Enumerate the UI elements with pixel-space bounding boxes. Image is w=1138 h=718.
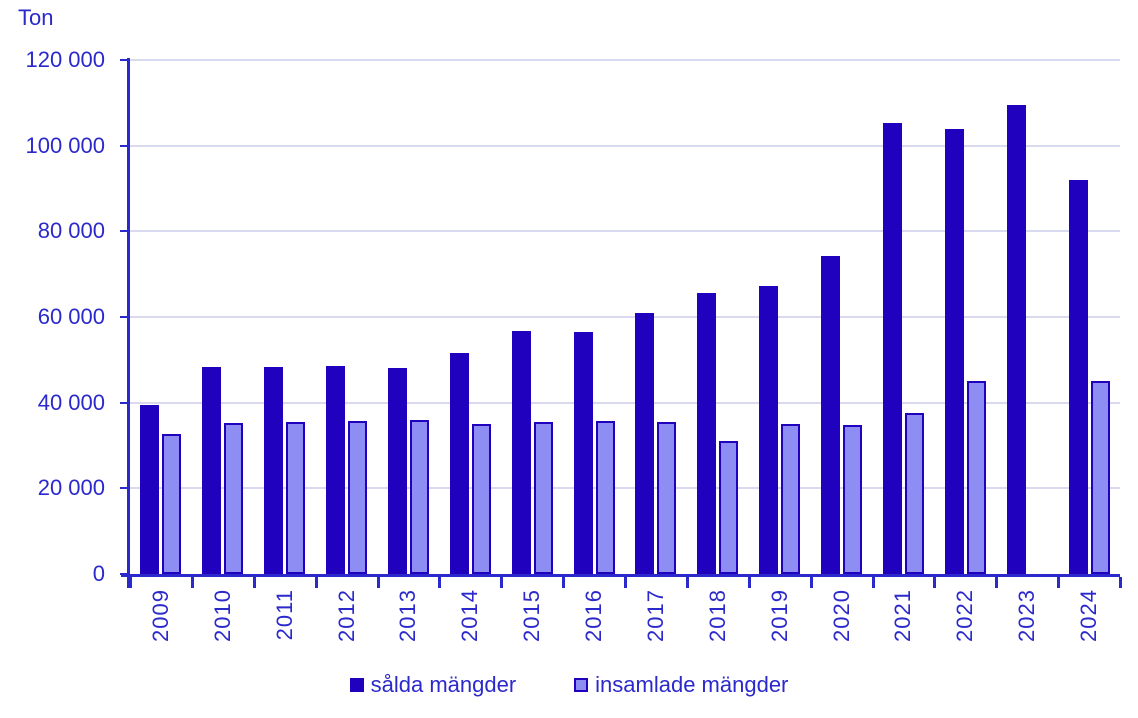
bar-insamlade-2017 xyxy=(657,422,676,574)
bar-salda-2014 xyxy=(450,353,469,574)
bar-insamlade-2010 xyxy=(224,423,243,574)
x-label-2012: 2012 xyxy=(334,589,359,642)
x-label-2014: 2014 xyxy=(457,589,482,642)
x-tick-6 xyxy=(500,577,503,588)
bar-insamlade-2009 xyxy=(162,434,181,574)
bar-salda-2011 xyxy=(264,367,283,574)
bar-insamlade-2020 xyxy=(843,425,862,574)
y-tick-120000 xyxy=(120,59,130,61)
legend-item-salda-mangder: sålda mängder xyxy=(349,672,517,698)
bar-salda-2012 xyxy=(326,366,345,574)
x-tick-4 xyxy=(377,577,380,588)
x-tick-2 xyxy=(253,577,256,588)
bar-insamlade-2016 xyxy=(596,421,615,574)
y-tick-0 xyxy=(120,573,130,575)
y-tick-label-20000: 20 000 xyxy=(37,475,105,500)
x-label-2018: 2018 xyxy=(705,589,730,642)
bar-salda-2013 xyxy=(388,368,407,574)
x-tick-9 xyxy=(686,577,689,588)
y-tick-40000 xyxy=(120,402,130,404)
bar-salda-2015 xyxy=(512,331,531,574)
gridline-60000 xyxy=(130,316,1120,318)
bar-insamlade-2019 xyxy=(781,424,800,574)
bar-insamlade-2021 xyxy=(905,413,924,574)
x-label-2013: 2013 xyxy=(395,589,420,642)
bar-insamlade-2013 xyxy=(410,420,429,574)
y-tick-100000 xyxy=(120,145,130,147)
x-label-2011: 2011 xyxy=(272,589,297,641)
gridline-80000 xyxy=(130,230,1120,232)
x-tick-1 xyxy=(191,577,194,588)
x-label-2023: 2023 xyxy=(1014,589,1039,642)
x-axis-line xyxy=(121,574,1120,577)
legend-item-insamlade-mangder: insamlade mängder xyxy=(574,672,788,698)
bar-salda-2010 xyxy=(202,367,221,574)
legend-swatch-dark-icon xyxy=(349,678,364,692)
y-axis-unit-label: Ton xyxy=(18,5,54,30)
bar-insamlade-2018 xyxy=(719,441,738,574)
bar-salda-2024 xyxy=(1069,180,1088,574)
x-tick-16 xyxy=(1119,577,1122,588)
y-tick-label-60000: 60 000 xyxy=(37,304,105,329)
bar-salda-2019 xyxy=(759,286,778,574)
x-tick-3 xyxy=(315,577,318,588)
x-label-2020: 2020 xyxy=(829,589,854,642)
gridline-40000 xyxy=(130,402,1120,404)
y-tick-80000 xyxy=(120,230,130,232)
bar-insamlade-2022 xyxy=(967,381,986,574)
bar-insamlade-2014 xyxy=(472,424,491,574)
plot-area: 0 20 000 40 000 60 000 80 000 100 000 120 000 … xyxy=(25,47,1122,642)
x-label-2021: 2021 xyxy=(890,589,915,642)
x-label-2010: 2010 xyxy=(210,589,235,642)
legend: sålda mängder insamlade mängder xyxy=(0,672,1138,698)
y-tick-label-100000: 100 000 xyxy=(25,133,105,158)
x-tick-8 xyxy=(624,577,627,588)
y-tick-label-0: 0 xyxy=(92,561,105,586)
bar-insamlade-2024 xyxy=(1091,381,1110,574)
gridline-20000 xyxy=(130,487,1120,489)
bar-insamlade-2015 xyxy=(534,422,553,574)
legend-swatch-light-icon xyxy=(574,678,589,692)
y-tick-label-120000: 120 000 xyxy=(25,47,105,72)
x-tick-11 xyxy=(810,577,813,588)
bar-salda-2017 xyxy=(635,313,654,574)
bar-salda-2009 xyxy=(140,405,159,574)
x-tick-13 xyxy=(933,577,936,588)
x-tick-10 xyxy=(748,577,751,588)
bar-insamlade-2012 xyxy=(348,421,367,574)
y-axis-line xyxy=(127,58,130,588)
bar-insamlade-2011 xyxy=(286,422,305,574)
bar-salda-2016 xyxy=(574,332,593,574)
x-tick-7 xyxy=(562,577,565,588)
legend-label-salda-mangder: sålda mängder xyxy=(370,672,517,697)
bar-salda-2021 xyxy=(883,123,902,574)
gridline-120000 xyxy=(130,59,1120,61)
x-label-2009: 2009 xyxy=(148,589,173,642)
x-label-2024: 2024 xyxy=(1076,589,1101,642)
x-tick-12 xyxy=(872,577,875,588)
y-tick-label-40000: 40 000 xyxy=(37,390,105,415)
legend-label-insamlade-mangder: insamlade mängder xyxy=(595,672,789,697)
x-tick-15 xyxy=(1057,577,1060,588)
x-tick-0 xyxy=(129,577,132,588)
x-label-2016: 2016 xyxy=(581,589,606,642)
y-tick-label-80000: 80 000 xyxy=(37,218,105,243)
x-label-2015: 2015 xyxy=(519,589,544,642)
x-tick-14 xyxy=(995,577,998,588)
y-tick-20000 xyxy=(120,487,130,489)
bar-salda-2020 xyxy=(821,256,840,574)
bar-salda-2018 xyxy=(697,293,716,574)
y-tick-60000 xyxy=(120,316,130,318)
x-tick-5 xyxy=(438,577,441,588)
bar-salda-2022 xyxy=(945,129,964,574)
bar-salda-2023 xyxy=(1007,105,1026,574)
x-label-2022: 2022 xyxy=(952,589,977,642)
x-label-2019: 2019 xyxy=(767,589,792,642)
gridline-100000 xyxy=(130,145,1120,147)
x-label-2017: 2017 xyxy=(643,589,668,642)
